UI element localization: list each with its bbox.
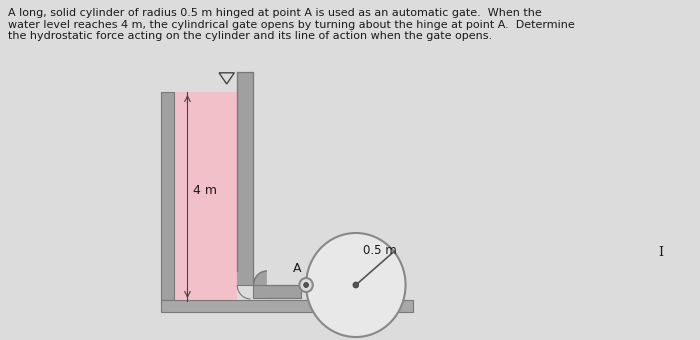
- Bar: [174, 92, 237, 305]
- Circle shape: [353, 282, 358, 288]
- Bar: [161, 92, 174, 300]
- Circle shape: [304, 283, 309, 288]
- Circle shape: [300, 278, 313, 292]
- Text: 0.5 m: 0.5 m: [363, 244, 397, 257]
- Text: I: I: [658, 245, 663, 258]
- Bar: [237, 271, 253, 285]
- Text: 4 m: 4 m: [193, 184, 217, 197]
- Wedge shape: [253, 271, 267, 285]
- Bar: [161, 300, 413, 312]
- Bar: [253, 285, 301, 298]
- Circle shape: [306, 233, 405, 337]
- Text: A: A: [293, 262, 301, 275]
- Bar: [237, 72, 253, 285]
- Text: A long, solid cylinder of radius 0.5 m hinged at point A is used as an automatic: A long, solid cylinder of radius 0.5 m h…: [8, 8, 575, 41]
